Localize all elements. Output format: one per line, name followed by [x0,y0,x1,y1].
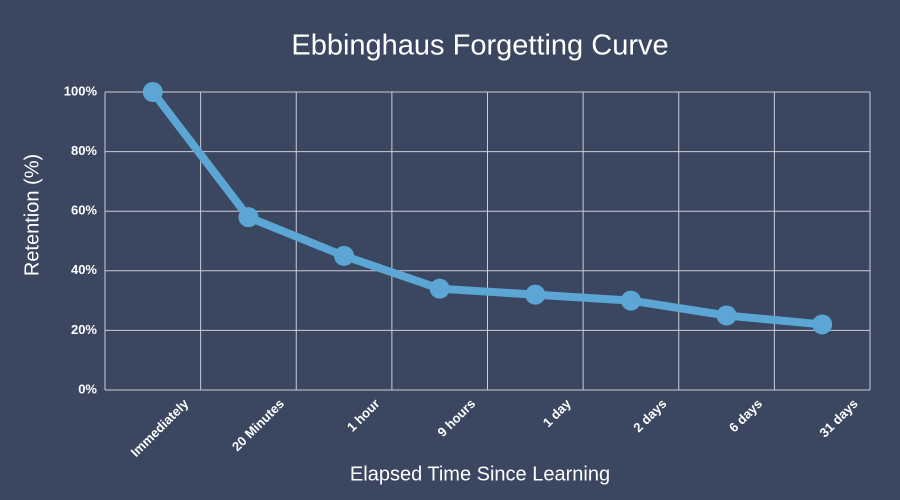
data-point [238,207,259,228]
data-point [334,245,355,266]
data-point [429,278,450,299]
y-tick-label: 60% [71,203,97,218]
data-point [716,305,737,326]
data-line [148,88,827,329]
y-tick-label: 0% [78,381,97,396]
data-point [525,284,546,305]
y-tick-label: 100% [64,83,98,98]
y-axis-label: Retention (%) [21,154,43,276]
x-axis-label: Elapsed Time Since Learning [350,463,610,485]
y-tick-label: 80% [71,143,97,158]
data-point [620,290,641,311]
chart-title: Ebbinghaus Forgetting Curve [291,30,668,62]
data-point [812,314,833,335]
data-point [142,82,163,102]
y-tick-label: 20% [71,322,97,337]
y-tick-label: 40% [71,262,97,277]
